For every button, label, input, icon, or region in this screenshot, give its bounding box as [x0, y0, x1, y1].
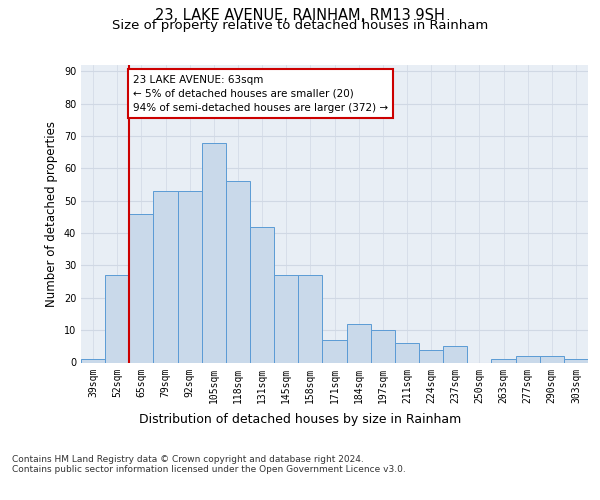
Bar	[154, 191, 178, 362]
Y-axis label: Number of detached properties: Number of detached properties	[45, 120, 58, 306]
Bar	[178, 191, 202, 362]
Bar	[564, 360, 588, 362]
Bar	[347, 324, 371, 362]
Text: 23 LAKE AVENUE: 63sqm
← 5% of detached houses are smaller (20)
94% of semi-detac: 23 LAKE AVENUE: 63sqm ← 5% of detached h…	[133, 74, 388, 112]
Bar	[491, 360, 515, 362]
Bar	[298, 275, 322, 362]
Bar	[371, 330, 395, 362]
Bar	[202, 142, 226, 362]
Bar	[250, 226, 274, 362]
Text: Size of property relative to detached houses in Rainham: Size of property relative to detached ho…	[112, 19, 488, 32]
Bar	[226, 182, 250, 362]
Text: 23, LAKE AVENUE, RAINHAM, RM13 9SH: 23, LAKE AVENUE, RAINHAM, RM13 9SH	[155, 8, 445, 22]
Bar	[274, 275, 298, 362]
Bar	[322, 340, 347, 362]
Bar	[105, 275, 129, 362]
Bar	[419, 350, 443, 362]
Bar	[540, 356, 564, 362]
Bar	[515, 356, 540, 362]
Bar	[443, 346, 467, 362]
Bar	[129, 214, 154, 362]
Text: Contains HM Land Registry data © Crown copyright and database right 2024.
Contai: Contains HM Land Registry data © Crown c…	[12, 455, 406, 474]
Bar	[395, 343, 419, 362]
Text: Distribution of detached houses by size in Rainham: Distribution of detached houses by size …	[139, 412, 461, 426]
Bar	[81, 360, 105, 362]
